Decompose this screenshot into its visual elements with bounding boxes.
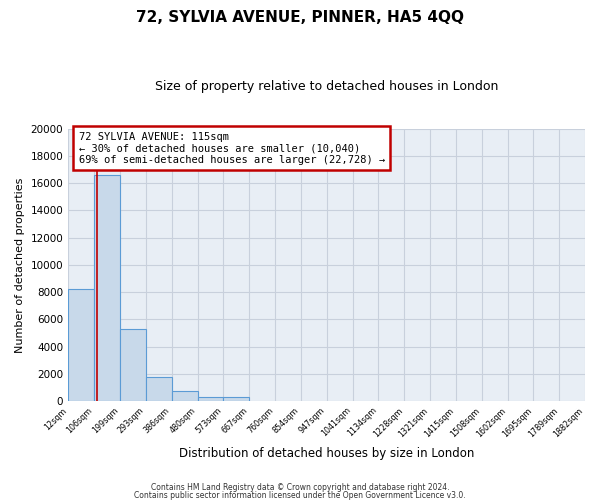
Text: 72, SYLVIA AVENUE, PINNER, HA5 4QQ: 72, SYLVIA AVENUE, PINNER, HA5 4QQ bbox=[136, 10, 464, 25]
Bar bbox=[172, 390, 197, 401]
Text: Contains HM Land Registry data © Crown copyright and database right 2024.: Contains HM Land Registry data © Crown c… bbox=[151, 484, 449, 492]
Bar bbox=[146, 377, 172, 401]
Bar bbox=[68, 290, 94, 401]
Text: 72 SYLVIA AVENUE: 115sqm
← 30% of detached houses are smaller (10,040)
69% of se: 72 SYLVIA AVENUE: 115sqm ← 30% of detach… bbox=[79, 132, 385, 165]
Text: Contains public sector information licensed under the Open Government Licence v3: Contains public sector information licen… bbox=[134, 490, 466, 500]
Y-axis label: Number of detached properties: Number of detached properties bbox=[15, 177, 25, 352]
Bar bbox=[94, 175, 120, 401]
Title: Size of property relative to detached houses in London: Size of property relative to detached ho… bbox=[155, 80, 498, 93]
Bar bbox=[223, 397, 249, 401]
X-axis label: Distribution of detached houses by size in London: Distribution of detached houses by size … bbox=[179, 447, 474, 460]
Bar bbox=[120, 329, 146, 401]
Bar bbox=[197, 397, 223, 401]
